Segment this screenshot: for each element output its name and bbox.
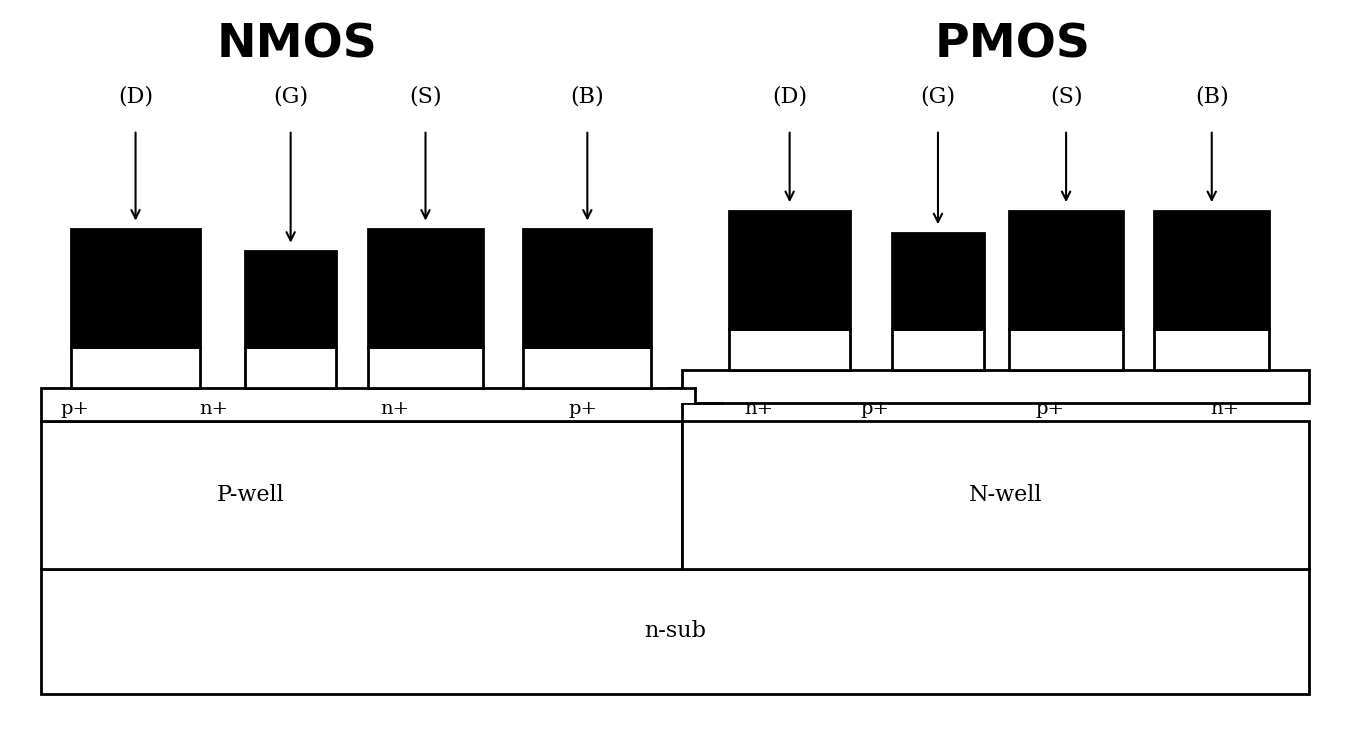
Text: PMOS: PMOS: [934, 23, 1091, 68]
Text: (G): (G): [921, 86, 956, 108]
Text: (B): (B): [1195, 86, 1228, 108]
Text: n+: n+: [744, 401, 774, 418]
Bar: [369, 347, 483, 388]
Text: p+: p+: [568, 401, 598, 418]
Bar: [668, 388, 695, 403]
Text: NMOS: NMOS: [217, 23, 378, 68]
Text: (S): (S): [1050, 86, 1083, 108]
Bar: [682, 370, 1310, 403]
Bar: [1008, 329, 1123, 370]
Bar: [72, 347, 200, 388]
Bar: [892, 233, 984, 329]
Bar: [729, 329, 850, 370]
Text: (S): (S): [409, 86, 441, 108]
Bar: [244, 347, 336, 388]
Bar: [72, 229, 200, 347]
Bar: [1154, 211, 1269, 329]
Text: (B): (B): [571, 86, 605, 108]
Bar: [1008, 211, 1123, 329]
Bar: [40, 388, 682, 421]
Text: N-well: N-well: [969, 484, 1042, 506]
Text: P-well: P-well: [216, 484, 284, 506]
Text: (D): (D): [772, 86, 807, 108]
Text: (D): (D): [117, 86, 153, 108]
Bar: [369, 229, 483, 347]
Text: p+: p+: [61, 401, 89, 418]
Bar: [524, 347, 652, 388]
Bar: [729, 211, 850, 329]
Bar: [40, 421, 682, 568]
Text: n-sub: n-sub: [644, 620, 706, 642]
Text: p+: p+: [1035, 401, 1064, 418]
Text: (G): (G): [273, 86, 308, 108]
Bar: [244, 251, 336, 347]
Text: n+: n+: [379, 401, 409, 418]
Bar: [524, 229, 652, 347]
Bar: [682, 421, 1310, 568]
Text: n+: n+: [1211, 401, 1239, 418]
Bar: [40, 568, 1310, 694]
Bar: [892, 329, 984, 370]
Text: p+: p+: [860, 401, 890, 418]
Text: n+: n+: [200, 401, 228, 418]
Bar: [1154, 329, 1269, 370]
